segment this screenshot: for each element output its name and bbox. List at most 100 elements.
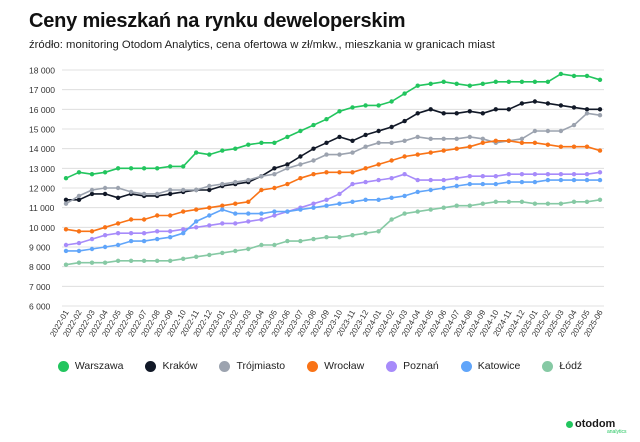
data-point [128, 258, 134, 263]
data-point [89, 246, 95, 252]
data-point [428, 81, 433, 87]
data-point [259, 211, 264, 216]
y-tick-label: 18 000 [29, 66, 55, 76]
data-point [597, 170, 603, 175]
data-point [272, 242, 277, 248]
data-point [584, 111, 590, 116]
data-point [76, 248, 82, 254]
data-point [493, 199, 498, 204]
data-point [389, 158, 394, 163]
data-point [233, 201, 238, 206]
data-point [168, 164, 173, 169]
data-point [155, 166, 160, 171]
data-point [415, 177, 420, 183]
data-point [128, 231, 134, 236]
y-tick-label: 9 000 [29, 243, 51, 253]
data-point [76, 260, 82, 265]
data-point [207, 223, 212, 228]
data-point [363, 197, 368, 202]
series-line [65, 112, 601, 205]
data-point [298, 128, 303, 134]
data-point [402, 172, 407, 177]
data-point [233, 211, 238, 216]
data-point [89, 260, 95, 265]
legend-marker [460, 360, 472, 372]
legend-label: Wrocław [324, 360, 365, 372]
data-point [480, 174, 485, 179]
data-point [402, 154, 407, 159]
logo-subtext: analytics [607, 429, 627, 435]
data-point [207, 213, 212, 218]
data-point [376, 229, 381, 234]
data-point [480, 136, 485, 141]
data-point [441, 148, 446, 153]
data-point [597, 148, 603, 153]
legend-label: Łódź [559, 360, 583, 372]
y-tick-label: 13 000 [29, 164, 55, 174]
data-point [493, 79, 498, 85]
data-point [246, 246, 251, 252]
data-point [428, 150, 433, 155]
data-point [233, 179, 238, 185]
data-point [337, 109, 342, 114]
data-point [285, 181, 290, 187]
legend-marker [219, 360, 231, 372]
y-tick-label: 8 000 [29, 262, 51, 272]
data-point [115, 221, 121, 226]
data-point [141, 217, 147, 222]
data-point [545, 142, 551, 147]
legend-marker [542, 360, 554, 372]
data-point [441, 177, 446, 183]
data-point [337, 170, 342, 175]
data-point [337, 152, 342, 157]
legend-item: Kraków [145, 360, 197, 372]
data-point [571, 73, 577, 79]
data-point [220, 148, 225, 153]
data-point [428, 207, 433, 212]
data-point [532, 79, 538, 85]
data-point [402, 193, 407, 199]
data-point [220, 207, 225, 212]
data-point [76, 240, 82, 246]
data-point [506, 172, 511, 177]
data-point [298, 162, 303, 167]
data-point [363, 166, 368, 171]
data-point [155, 213, 160, 218]
data-point [441, 205, 446, 210]
data-point [272, 140, 277, 145]
data-point [168, 235, 173, 240]
data-point [584, 177, 590, 183]
data-point [89, 191, 95, 197]
data-point [298, 154, 303, 159]
legend-marker [386, 360, 398, 372]
data-point [480, 201, 485, 206]
data-point [259, 187, 264, 193]
legend-item: Poznań [386, 360, 439, 372]
data-point [324, 140, 329, 145]
data-point [454, 81, 459, 87]
data-point [519, 179, 525, 185]
data-point [571, 144, 577, 149]
data-point [115, 231, 121, 236]
data-point [428, 177, 433, 183]
data-point [506, 199, 511, 204]
data-point [194, 219, 199, 224]
data-point [350, 138, 355, 143]
data-point [181, 256, 186, 261]
data-point [493, 107, 498, 112]
data-point [324, 197, 329, 202]
data-point [311, 122, 316, 128]
data-point [207, 252, 212, 258]
data-point [363, 179, 368, 185]
data-point [480, 111, 485, 116]
data-point [519, 101, 525, 106]
data-point [168, 213, 173, 218]
data-point [558, 144, 564, 149]
data-point [363, 103, 368, 108]
data-point [506, 79, 511, 85]
data-point [181, 227, 186, 232]
data-point [181, 209, 186, 214]
data-point [115, 242, 121, 248]
data-point [584, 199, 590, 204]
legend-item: Łódź [542, 360, 582, 372]
